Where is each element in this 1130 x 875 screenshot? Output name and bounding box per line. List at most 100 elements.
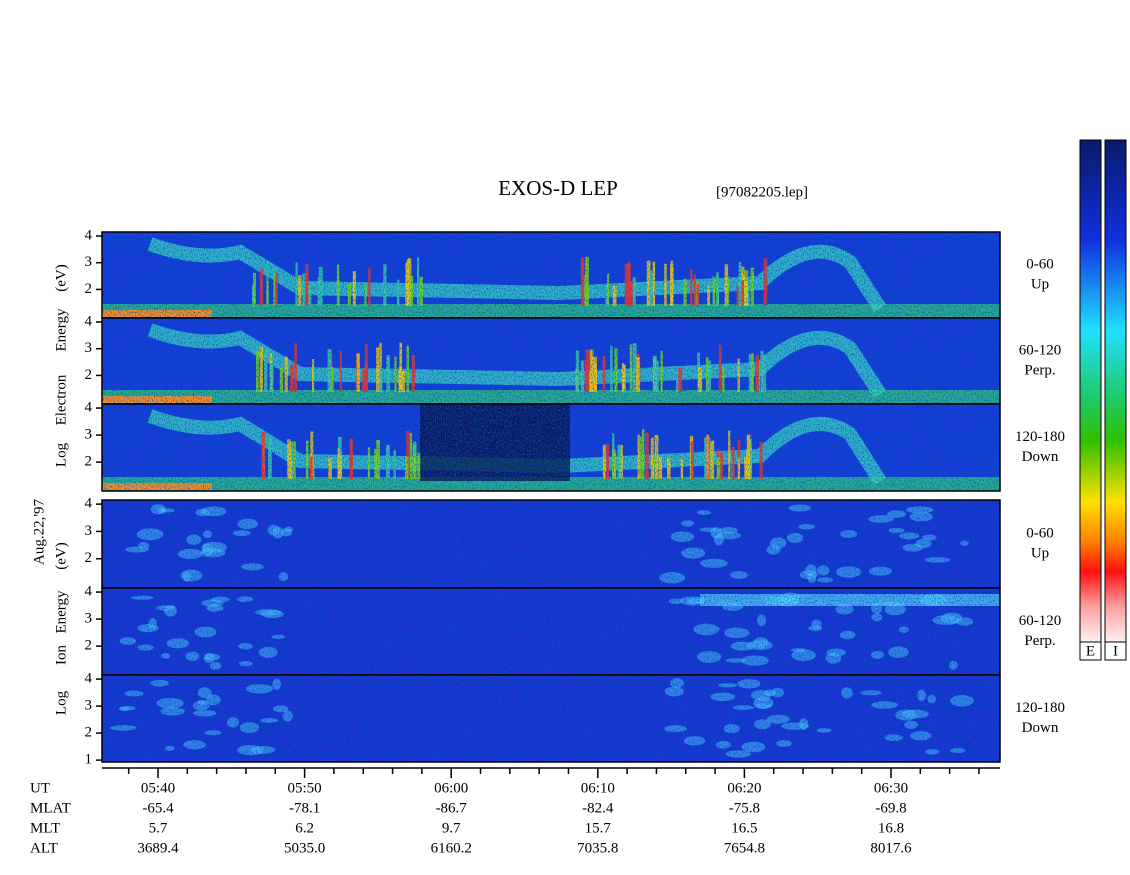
y-tick-label: 4 — [85, 496, 93, 512]
spectrogram-panel: 2 3 4 0-60 Up — [85, 496, 1054, 589]
spectrogram-noise — [102, 318, 1000, 404]
pitch-angle-label: 120-180 — [1015, 700, 1065, 716]
row-value: 05:40 — [141, 780, 175, 796]
row-value: -86.7 — [436, 800, 468, 816]
row-value: 3689.4 — [137, 840, 179, 856]
row-value: 05:50 — [288, 780, 322, 796]
y-tick-label: 2 — [85, 454, 93, 470]
spectrogram-noise — [102, 404, 1000, 491]
y-tick-label: 4 — [85, 670, 93, 686]
y-tick-label: 2 — [85, 638, 93, 654]
spectrogram-noise — [102, 500, 1000, 588]
y-tick-label: 3 — [85, 698, 93, 714]
row-label: MLT — [30, 820, 60, 836]
spectrogram-panel: 1 2 3 4 120-180 Down — [85, 670, 1066, 767]
y-axis-label: Log — [53, 442, 69, 467]
y-axis-label: (eV) — [53, 542, 69, 569]
file-name: [97082205.lep] — [716, 184, 808, 200]
y-tick-label: 1 — [85, 752, 93, 768]
y-axis-label: Electron — [53, 374, 69, 425]
row-value: 9.7 — [442, 820, 461, 836]
direction-label: Down — [1022, 449, 1059, 465]
spectrogram — [102, 675, 1000, 762]
y-tick-label: 2 — [85, 550, 93, 566]
direction-label: Up — [1031, 545, 1049, 561]
spectrogram-panel: 2 3 4 60-120 Perp. — [85, 583, 1062, 676]
row-label: MLAT — [30, 800, 71, 816]
row-value: 5035.0 — [284, 840, 325, 856]
y-tick-label: 3 — [85, 340, 93, 356]
row-value: 7654.8 — [724, 840, 765, 856]
row-value: 15.7 — [585, 820, 612, 836]
direction-label: Perp. — [1024, 633, 1055, 649]
y-tick-label: 3 — [85, 523, 93, 539]
row-value: 06:10 — [581, 780, 615, 796]
row-value: 8017.6 — [870, 840, 912, 856]
row-value: -82.4 — [582, 800, 614, 816]
row-value: 06:00 — [434, 780, 468, 796]
y-axis-label: Energy — [53, 590, 69, 634]
colorbar-label: I — [1113, 643, 1118, 659]
y-axis-label: Energy — [53, 308, 69, 352]
spectrogram-noise — [102, 232, 1000, 318]
direction-label: Down — [1022, 720, 1059, 736]
y-tick-label: 4 — [85, 227, 93, 243]
row-value: 6.2 — [295, 820, 314, 836]
y-tick-label: 4 — [85, 399, 93, 415]
pitch-angle-label: 120-180 — [1015, 429, 1065, 445]
spectrogram — [102, 318, 1000, 404]
pitch-angle-label: 60-120 — [1019, 613, 1062, 629]
row-value: 06:30 — [874, 780, 908, 796]
row-value: -78.1 — [289, 800, 320, 816]
spectrogram — [102, 500, 1000, 588]
spectrogram-noise — [102, 675, 1000, 762]
spectrogram-noise — [102, 588, 1000, 675]
spectrogram-panel: 2 3 4 120-180 Down — [85, 399, 1065, 492]
y-tick-label: 3 — [85, 427, 93, 443]
y-tick-label: 2 — [85, 725, 93, 741]
colorbar — [1104, 139, 1127, 643]
colorbar-label: E — [1086, 643, 1095, 659]
row-value: 5.7 — [149, 820, 168, 836]
spectrogram — [102, 588, 1000, 675]
pitch-angle-label: 0-60 — [1026, 525, 1054, 541]
panel-frame — [101, 674, 1001, 763]
row-value: 16.5 — [731, 820, 757, 836]
y-tick-label: 3 — [85, 611, 93, 627]
y-tick-label: 2 — [85, 281, 93, 297]
row-value: -65.4 — [142, 800, 174, 816]
panel-frame — [101, 403, 1001, 492]
spectrogram — [102, 404, 1000, 491]
time-axis: UT 05:40 05:50 06:00 06:10 06:20 06:30 MLAT -65.… — [30, 767, 1000, 856]
colorbar-label-box — [1079, 641, 1102, 661]
pitch-angle-label: 60-120 — [1019, 342, 1062, 358]
spectrogram-panel: 2 3 4 60-120 Perp. — [85, 313, 1062, 405]
row-value: 06:20 — [727, 780, 761, 796]
y-axis-label: (eV) — [53, 264, 69, 291]
row-label: ALT — [30, 840, 58, 856]
row-value: 7035.8 — [577, 840, 618, 856]
row-value: 16.8 — [878, 820, 904, 836]
spectrogram — [102, 232, 1000, 318]
pitch-angle-label: 0-60 — [1026, 256, 1054, 272]
y-axis-label: Ion — [53, 645, 69, 665]
direction-label: Perp. — [1024, 362, 1055, 378]
y-axis-label: Log — [53, 690, 69, 715]
row-value: -75.8 — [729, 800, 760, 816]
direction-label: Up — [1031, 276, 1049, 292]
panels: 2 3 4 0-60 Up 2 3 4 60-120 Perp. 2 3 4 120-180 Down 2 3 4… — [53, 227, 1065, 767]
y-tick-label: 2 — [85, 367, 93, 383]
y-tick-label: 3 — [85, 254, 93, 270]
row-value: 6160.2 — [431, 840, 472, 856]
y-tick-label: 4 — [85, 313, 93, 329]
colorbar-label-box — [1104, 641, 1127, 661]
spectrogram-panel: 2 3 4 0-60 Up — [85, 227, 1054, 319]
chart-title: EXOS-D LEP — [498, 176, 618, 200]
colorbar — [1079, 139, 1102, 643]
date-label: Aug.22,'97 — [31, 498, 47, 565]
row-value: -69.8 — [875, 800, 906, 816]
row-label: UT — [30, 780, 50, 796]
y-tick-label: 4 — [85, 583, 93, 599]
